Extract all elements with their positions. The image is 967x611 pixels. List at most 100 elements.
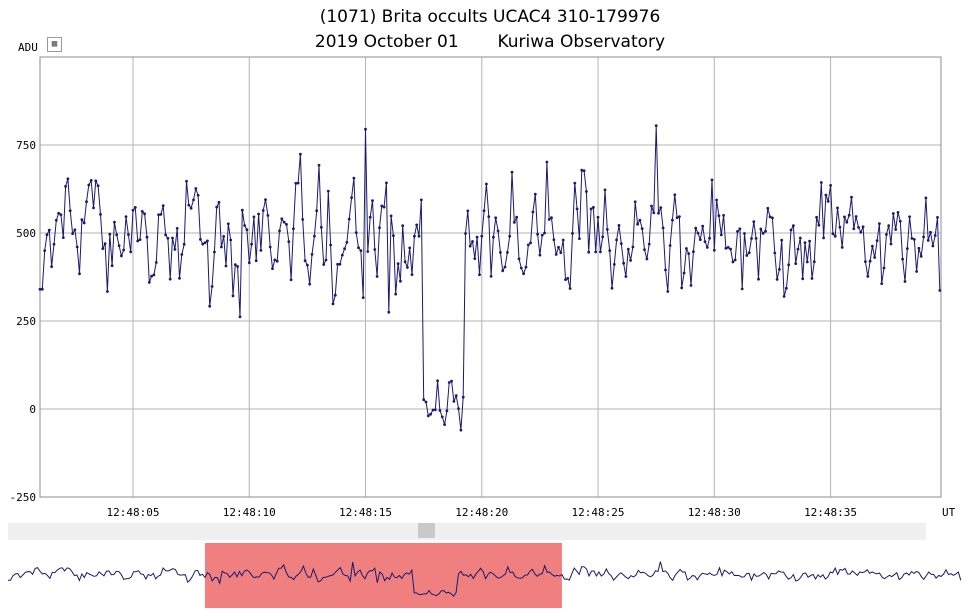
- data-point: [685, 247, 688, 250]
- data-point: [180, 253, 184, 256]
- data-point: [440, 415, 444, 419]
- data-point: [552, 238, 556, 242]
- y-tick-label: 250: [16, 315, 36, 328]
- plot-frame: [39, 56, 942, 498]
- data-point: [578, 237, 581, 241]
- data-point: [550, 216, 553, 220]
- data-point: [731, 260, 735, 264]
- data-point: [924, 196, 928, 200]
- data-point: [585, 190, 588, 193]
- data-point: [836, 206, 839, 210]
- data-point: [522, 272, 525, 276]
- axis-settings-icon[interactable]: ▦: [47, 37, 62, 52]
- data-point: [80, 218, 84, 222]
- data-point: [194, 187, 198, 190]
- data-point: [126, 233, 130, 237]
- data-point: [75, 245, 79, 249]
- data-point: [282, 220, 286, 224]
- data-point: [150, 274, 154, 278]
- data-point: [792, 224, 795, 228]
- data-point: [601, 235, 605, 239]
- data-point: [110, 264, 114, 268]
- data-point: [299, 152, 302, 156]
- scrollbar-thumb[interactable]: [418, 523, 435, 538]
- data-point: [657, 211, 660, 215]
- data-point: [410, 273, 414, 276]
- data-point: [912, 238, 916, 241]
- x-tick-label: 12:48:10: [223, 506, 276, 519]
- overview-strip[interactable]: [0, 540, 967, 611]
- data-point: [392, 234, 395, 238]
- data-point: [703, 240, 707, 244]
- data-point: [640, 227, 644, 231]
- data-point: [45, 233, 49, 237]
- data-point: [587, 250, 591, 254]
- data-point: [273, 258, 277, 262]
- data-point: [568, 287, 572, 290]
- data-point: [729, 247, 732, 251]
- data-point: [631, 245, 635, 249]
- data-point: [761, 232, 765, 235]
- data-point: [503, 265, 507, 269]
- data-point: [494, 216, 498, 220]
- data-point: [413, 234, 416, 238]
- data-point: [120, 254, 123, 258]
- data-point: [910, 237, 914, 240]
- data-point: [140, 210, 144, 213]
- light-curve-series: [38, 124, 942, 432]
- data-point: [898, 219, 902, 223]
- data-point: [499, 251, 502, 254]
- x-tick-label: 12:48:25: [572, 506, 625, 519]
- data-point: [824, 193, 828, 197]
- data-point: [603, 188, 607, 192]
- data-point: [712, 248, 716, 252]
- data-point: [138, 238, 142, 242]
- overview-visible-window[interactable]: [204, 543, 562, 608]
- data-point: [808, 239, 811, 243]
- data-point: [178, 276, 181, 280]
- y-tick-label: -250: [10, 491, 37, 504]
- data-point: [780, 238, 784, 242]
- x-tick-label: 12:48:35: [804, 506, 857, 519]
- data-point: [599, 250, 602, 254]
- data-point: [754, 237, 758, 240]
- data-point: [43, 249, 47, 253]
- data-point: [801, 277, 805, 281]
- data-point: [868, 259, 872, 263]
- data-point: [922, 235, 925, 239]
- data-point: [61, 236, 65, 240]
- data-point: [678, 215, 681, 219]
- data-point: [429, 412, 432, 416]
- data-point: [224, 264, 228, 268]
- data-point: [592, 206, 595, 209]
- x-tick-label: 12:48:05: [107, 506, 160, 519]
- data-point: [166, 236, 170, 240]
- data-point: [66, 177, 70, 181]
- x-axis-unit-label: UT: [942, 506, 956, 519]
- data-point: [364, 127, 367, 131]
- data-point: [94, 179, 98, 183]
- horizontal-scrollbar[interactable]: [8, 523, 926, 540]
- data-point: [810, 277, 814, 280]
- data-point: [389, 214, 393, 218]
- data-point: [826, 200, 830, 203]
- data-point: [426, 414, 430, 418]
- data-point: [108, 232, 112, 236]
- data-point: [687, 252, 691, 256]
- data-point: [475, 235, 479, 239]
- data-point: [766, 206, 770, 210]
- data-point: [915, 270, 918, 273]
- data-point: [464, 232, 467, 235]
- data-point: [545, 160, 549, 164]
- data-point: [322, 263, 326, 266]
- data-point: [357, 246, 360, 250]
- data-point: [359, 249, 363, 253]
- data-point: [726, 246, 730, 249]
- data-point: [257, 212, 260, 216]
- data-point: [99, 213, 102, 216]
- data-point: [185, 179, 188, 183]
- data-point: [443, 423, 446, 426]
- data-point: [633, 200, 637, 204]
- data-point: [789, 228, 793, 232]
- data-point: [694, 226, 698, 230]
